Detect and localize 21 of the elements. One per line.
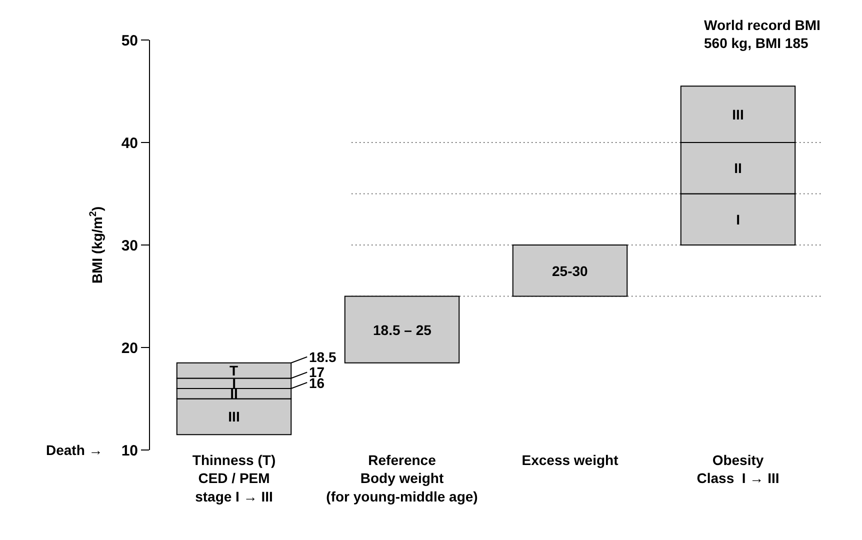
text: Death → bbox=[46, 442, 103, 458]
data-label: II bbox=[734, 160, 742, 176]
y-tick-label: 40 bbox=[121, 134, 138, 152]
x-tick-label: Obesity Class I → III bbox=[696, 452, 780, 486]
annotation: 18.5 bbox=[309, 349, 336, 365]
y-tick-label: 30 bbox=[121, 237, 138, 254]
x-tick-label: Thinness (T) CED / PEM stage I → III bbox=[192, 452, 276, 504]
x-tick-label: Reference Body weight (for young-middle age) bbox=[326, 452, 478, 504]
y-tick-label: 50 bbox=[121, 32, 138, 50]
data-label: III bbox=[228, 408, 240, 425]
y-tick-label: 10 bbox=[121, 442, 138, 460]
x-tick-label: Excess weight bbox=[522, 452, 619, 468]
data-label: T bbox=[230, 362, 238, 379]
annotation: 18.5 – 25 bbox=[373, 322, 432, 338]
bar bbox=[344, 296, 460, 364]
annotation: World record BMI 560 kg, BMI 185 bbox=[704, 17, 820, 52]
data-label: I bbox=[736, 211, 740, 228]
bar bbox=[512, 244, 628, 297]
data-label: III bbox=[732, 106, 744, 122]
annotation: 25-30 bbox=[552, 263, 588, 279]
y-tick-label: 20 bbox=[121, 340, 138, 357]
